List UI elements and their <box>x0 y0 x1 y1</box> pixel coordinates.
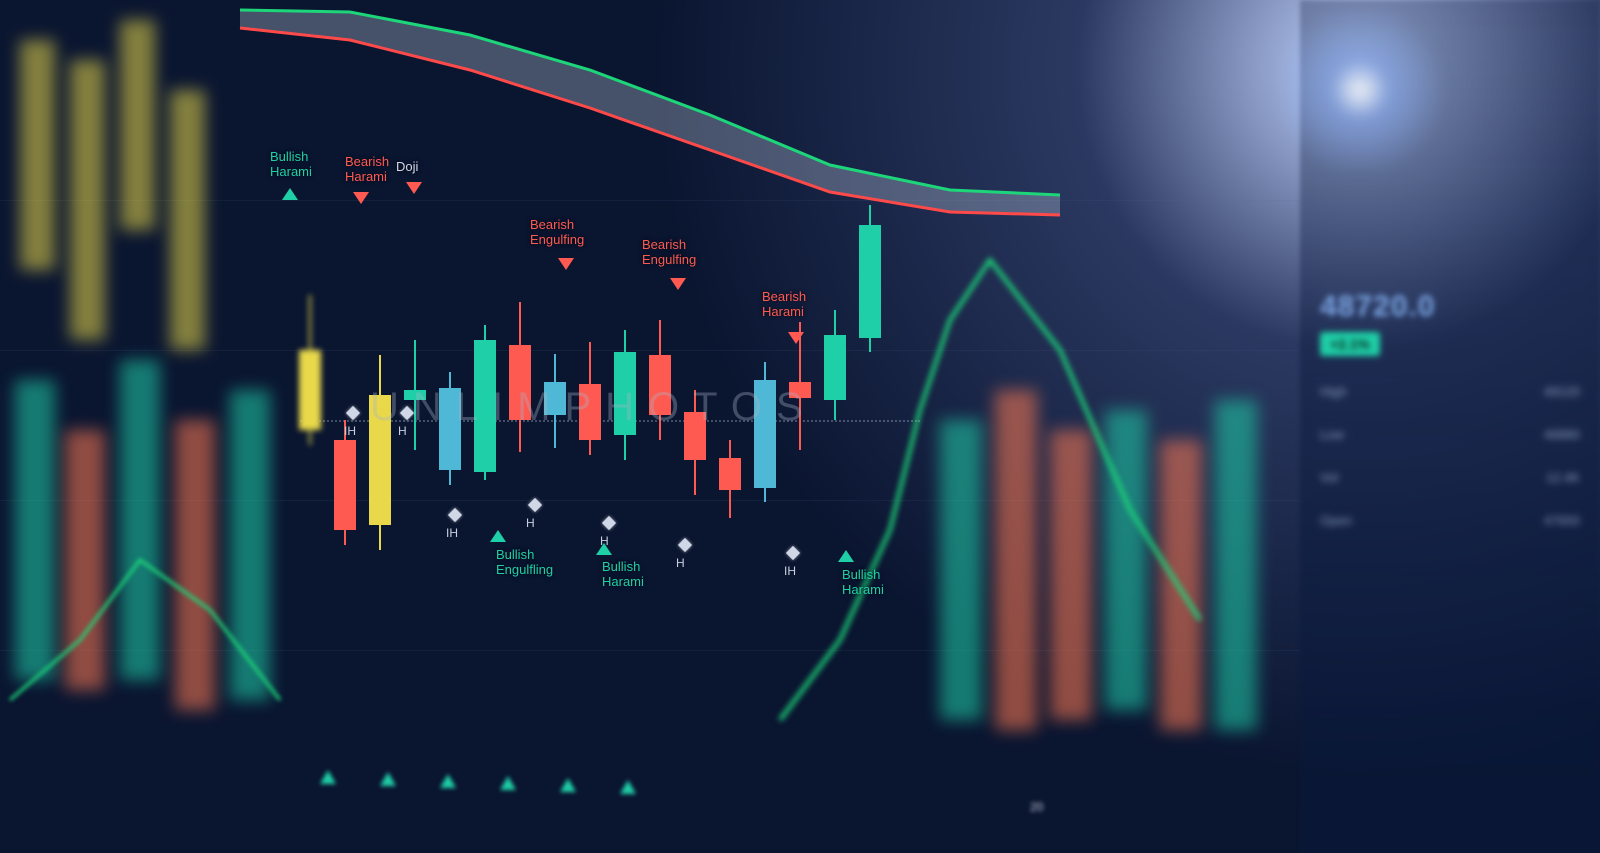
pattern-arrow-icon <box>558 258 574 270</box>
diamond-marker-icon <box>448 508 462 522</box>
diamond-marker-icon <box>786 546 800 560</box>
right-sidebar: 48720.0 +2.1% High49120 Low46880 Vol12.4K O… <box>1300 0 1600 853</box>
pattern-arrow-icon <box>406 182 422 194</box>
bg-candle <box>70 60 105 340</box>
bg-candle <box>120 20 155 230</box>
diamond-marker-label: IH <box>446 526 458 540</box>
bg-candle <box>1160 440 1202 730</box>
price-value: 48720.0 <box>1320 290 1580 324</box>
triangle-marker-icon <box>320 770 336 784</box>
sidebar-row: Low46880 <box>1320 427 1580 442</box>
bg-candle <box>120 360 160 680</box>
bg-candle <box>20 40 55 270</box>
triangle-marker-icon <box>560 778 576 792</box>
pattern-arrow-icon <box>838 550 854 562</box>
pattern-label: BullishHarami <box>602 560 644 590</box>
candlestick-chart[interactable]: BullishHarami BearishHarami Doji BearishEng… <box>0 0 1300 853</box>
bg-candle <box>1215 400 1257 730</box>
pattern-label: BearishEngulfing <box>642 238 696 268</box>
pattern-label: BearishHarami <box>762 290 806 320</box>
grid-h <box>0 350 1300 351</box>
sidebar-row: Open47650 <box>1320 513 1580 528</box>
pattern-arrow-icon <box>788 332 804 344</box>
pattern-label: BullishHarami <box>842 568 884 598</box>
watermark: UNLIMPHOTOS <box>370 385 817 430</box>
diamond-marker-label: H <box>526 516 535 530</box>
pattern-label: BullishEngulfling <box>496 548 553 578</box>
pattern-label: BearishEngulfing <box>530 218 584 248</box>
diamond-marker-icon <box>678 538 692 552</box>
diamond-marker-label: H <box>600 534 609 548</box>
triangle-marker-icon <box>380 772 396 786</box>
triangle-marker-icon <box>440 774 456 788</box>
triangle-marker-icon <box>620 780 636 794</box>
bg-candle <box>15 380 55 680</box>
diamond-marker-label: IH <box>784 564 796 578</box>
pattern-arrow-icon <box>670 278 686 290</box>
pattern-label: BearishHarami <box>345 155 389 185</box>
diamond-marker-label: H <box>676 556 685 570</box>
diamond-marker-label: IH <box>344 424 356 438</box>
bg-candle <box>170 90 205 350</box>
axis-tick-label: 20 <box>1030 800 1043 814</box>
bg-candle <box>65 430 105 690</box>
pattern-arrow-icon <box>353 192 369 204</box>
bg-candle <box>230 390 270 700</box>
pattern-label: Doji <box>396 160 418 175</box>
triangle-marker-icon <box>500 776 516 790</box>
bg-candle <box>175 420 215 710</box>
sidebar-row: High49120 <box>1320 384 1580 399</box>
sidebar-row: Vol12.4K <box>1320 470 1580 485</box>
diamond-marker-icon <box>346 406 360 420</box>
change-badge: +2.1% <box>1320 332 1380 356</box>
diamond-marker-icon <box>602 516 616 530</box>
pattern-label: BullishHarami <box>270 150 312 180</box>
pattern-arrow-icon <box>490 530 506 542</box>
bg-candle <box>940 420 982 720</box>
bg-candle <box>1050 430 1092 720</box>
pattern-arrow-icon <box>282 188 298 200</box>
bg-candle <box>1105 410 1147 710</box>
bg-candle <box>995 390 1037 730</box>
